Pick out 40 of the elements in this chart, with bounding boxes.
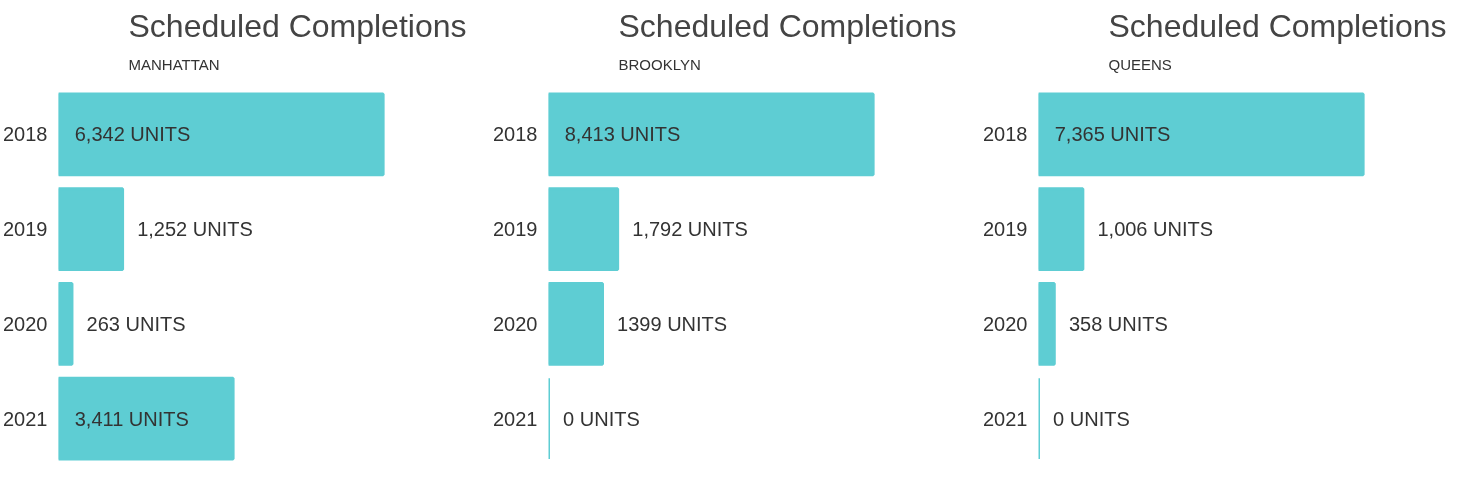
- bar: [1038, 282, 1056, 366]
- y-tick-label: 2020: [493, 312, 538, 335]
- y-tick-label: 2018: [493, 123, 538, 146]
- bar: [548, 92, 875, 177]
- bar: [1038, 187, 1085, 271]
- data-label: 263 UNITS: [86, 312, 186, 335]
- chart-title: Scheduled Completions: [618, 7, 957, 44]
- chart-subtitle: MANHATTAN: [128, 55, 220, 73]
- y-tick-label: 2019: [983, 218, 1028, 241]
- data-label: 0 UNITS: [563, 407, 640, 430]
- data-label: 1,792 UNITS: [632, 218, 748, 241]
- y-tick-label: 2021: [3, 407, 48, 430]
- bar: [548, 282, 604, 366]
- y-tick-label: 2020: [983, 312, 1028, 335]
- y-tick-label: 2018: [983, 123, 1028, 146]
- data-label: 1,252 UNITS: [137, 218, 253, 241]
- bar: [58, 187, 125, 271]
- bar: [58, 92, 385, 177]
- y-tick-label: 2019: [493, 218, 538, 241]
- data-label: 3,411 UNITS: [74, 407, 189, 430]
- y-tick-label: 2018: [3, 123, 48, 146]
- y-tick-label: 2019: [3, 218, 48, 241]
- data-label: 8,413 UNITS: [564, 123, 681, 146]
- data-label: 358 UNITS: [1068, 312, 1168, 335]
- y-tick-label: 2020: [3, 312, 48, 335]
- bar: [58, 376, 235, 461]
- chart-title: Scheduled Completions: [1108, 7, 1447, 44]
- chart-subtitle: BROOKLYN: [618, 55, 701, 73]
- y-tick-label: 2021: [983, 407, 1028, 430]
- data-label: 1399 UNITS: [617, 312, 728, 335]
- data-label: 0 UNITS: [1053, 407, 1130, 430]
- chart-subtitle: QUEENS: [1108, 55, 1172, 73]
- data-label: 7,365 UNITS: [1054, 123, 1171, 146]
- data-label: 6,342 UNITS: [74, 123, 191, 146]
- bar: [1038, 92, 1365, 177]
- bar: [58, 282, 74, 366]
- bar: [548, 187, 620, 271]
- chart-title: Scheduled Completions: [128, 7, 467, 44]
- y-tick-label: 2021: [493, 407, 538, 430]
- data-label: 1,006 UNITS: [1097, 218, 1214, 241]
